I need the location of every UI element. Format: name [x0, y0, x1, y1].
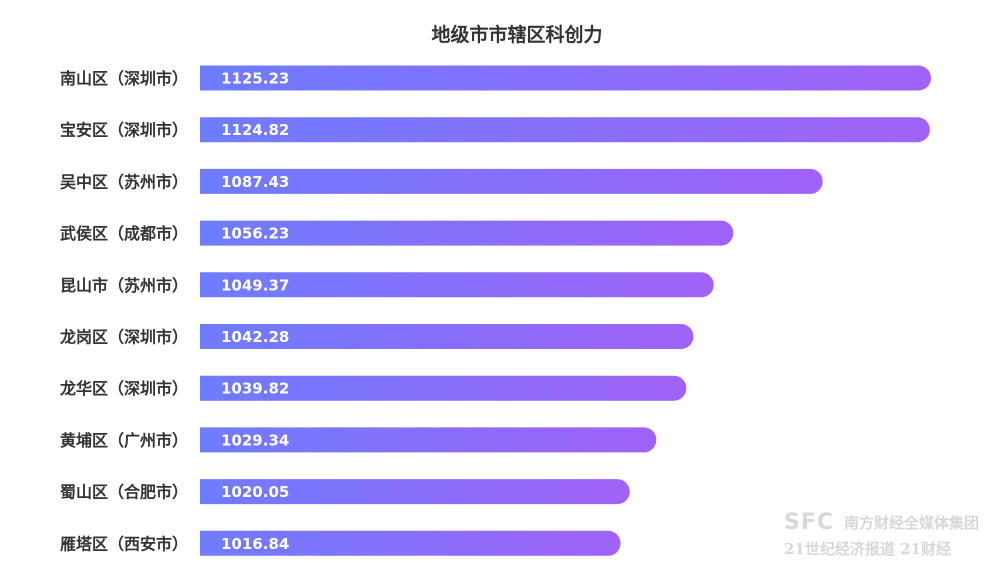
bar-2: [200, 117, 930, 143]
category-label-7: 龙华区（深圳市）: [59, 379, 188, 398]
chart-title: 地级市市辖区科创力: [431, 24, 603, 46]
bars-layer: 南山区（深圳市） 1125.23 宝安区（深圳市） 1124.82 吴中区（苏州市） 10…: [59, 65, 931, 556]
publisher-watermark: SFC 南方财经全媒体集团 21世纪经济报道 21财经: [784, 510, 984, 566]
value-label-1: 1125.23: [221, 70, 289, 88]
category-label-1: 南山区（深圳市）: [60, 69, 188, 88]
bar-8: [200, 427, 657, 453]
group-name-text: 南方财经全媒体集团: [844, 514, 980, 532]
category-label-8: 黄埔区（广州市）: [60, 431, 188, 450]
category-label-4: 武侯区（成都市）: [60, 224, 188, 243]
bar-4: [200, 220, 734, 246]
bar-9: [200, 479, 630, 505]
value-label-2: 1124.82: [221, 121, 289, 139]
value-label-6: 1042.28: [221, 328, 289, 346]
category-label-9: 蜀山区（合肥市）: [60, 483, 188, 502]
sfc-logo-text: SFC: [784, 510, 835, 535]
category-label-6: 龙岗区（深圳市）: [59, 328, 188, 347]
value-label-7: 1039.82: [221, 380, 289, 398]
bar-6: [200, 324, 694, 349]
brand-name-text: 21世纪经济报道 21财经: [784, 540, 951, 558]
category-label-10: 雁塔区（西安市）: [60, 534, 188, 553]
value-label-10: 1016.84: [221, 535, 289, 553]
value-label-9: 1020.05: [221, 483, 289, 501]
category-label-2: 宝安区（深圳市）: [60, 121, 188, 140]
value-label-3: 1087.43: [221, 173, 289, 191]
category-label-3: 吴中区（苏州市）: [60, 172, 188, 191]
bar-3: [200, 168, 823, 194]
bar-7: [200, 375, 687, 401]
value-label-8: 1029.34: [221, 431, 289, 449]
value-label-5: 1049.37: [221, 276, 289, 294]
value-label-4: 1056.23: [221, 225, 289, 243]
bar-1: [200, 65, 931, 91]
category-label-5: 昆山市（苏州市）: [60, 276, 188, 295]
bar-10: [200, 530, 621, 556]
bar-5: [200, 272, 714, 298]
